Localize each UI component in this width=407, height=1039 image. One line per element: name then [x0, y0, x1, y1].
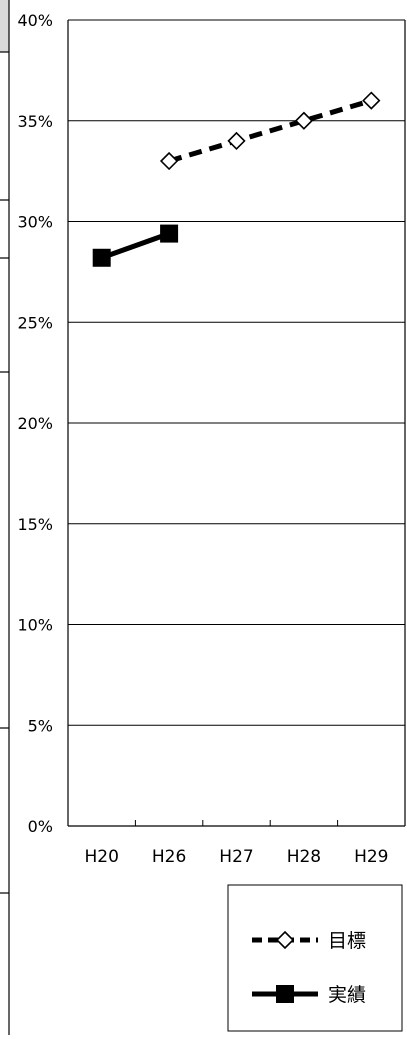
x-tick-label: H20	[84, 847, 118, 867]
y-tick-label: 10%	[17, 616, 53, 635]
x-tick-labels: H20 H26 H27 H28 H29	[84, 847, 388, 867]
data-point-1	[92, 248, 111, 267]
legend-marker-1	[276, 985, 294, 1003]
legend-label-0: 目標	[328, 930, 366, 952]
y-tick-label: 5%	[28, 716, 53, 735]
left-edge-shade	[0, 0, 9, 52]
legend-label-1: 実績	[328, 984, 366, 1006]
x-tick-label: H28	[287, 847, 321, 867]
x-tick-label: H29	[354, 847, 388, 867]
axes	[67, 20, 406, 827]
y-tick-label: 30%	[17, 213, 53, 232]
y-tick-labels: 0% 5% 10% 15% 20% 25% 30% 35% 40%	[17, 11, 53, 836]
left-edge-decoration	[0, 0, 10, 1035]
y-tick-label: 35%	[17, 112, 53, 131]
grid-lines	[68, 19, 405, 726]
data-point-0	[159, 151, 179, 171]
data-point-0	[294, 111, 314, 130]
y-tick-label: 0%	[28, 817, 53, 836]
series-line-1	[100, 231, 170, 261]
data-point-1	[160, 224, 179, 243]
y-tick-label: 15%	[17, 515, 53, 534]
legend-box	[227, 884, 403, 1032]
legend-marker-0	[275, 930, 295, 950]
series	[92, 91, 381, 267]
x-tick-label: H26	[152, 847, 186, 867]
series-line-0	[168, 98, 373, 164]
y-tick-label: 40%	[17, 11, 53, 30]
y-tick-label: 25%	[17, 313, 53, 332]
x-tick-label: H27	[219, 847, 253, 867]
y-tick-label: 20%	[17, 414, 53, 433]
data-point-0	[227, 131, 246, 151]
data-point-0	[362, 91, 381, 110]
